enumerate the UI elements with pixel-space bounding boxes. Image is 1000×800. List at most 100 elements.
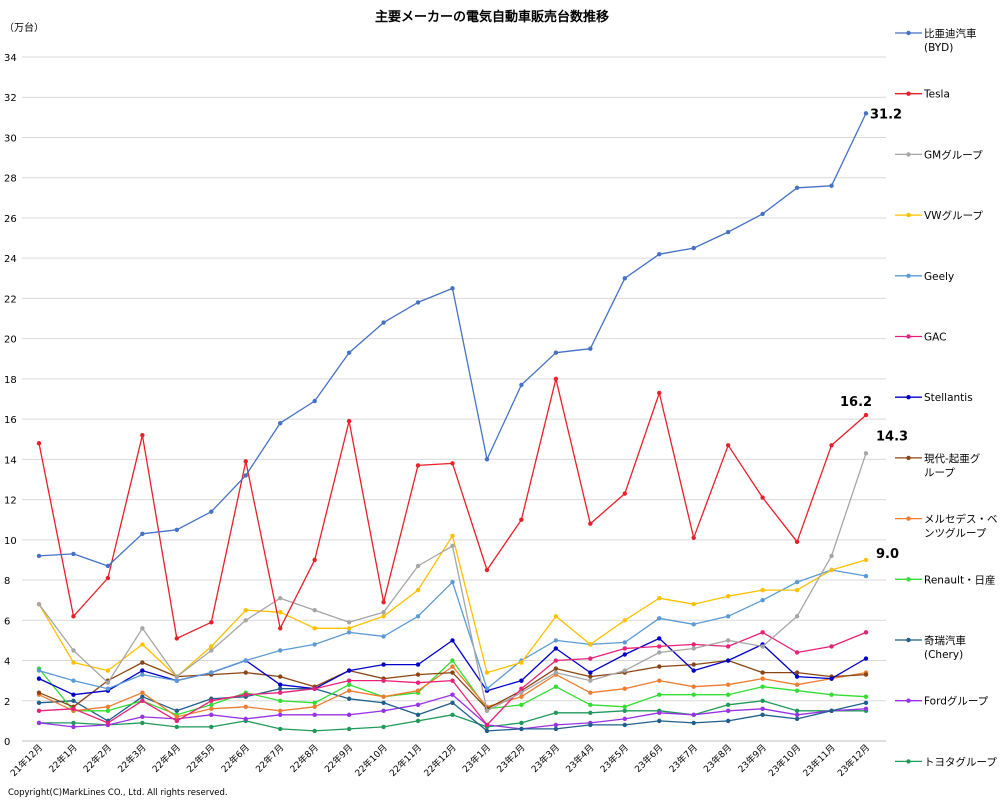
data-point — [450, 579, 455, 585]
chart-title: 主要メーカーの電気自動車販売台数推移 — [375, 9, 609, 25]
data-point — [105, 563, 111, 569]
data-point — [140, 531, 145, 536]
data-point — [657, 595, 662, 601]
data-point — [278, 726, 283, 732]
legend-swatch-marker — [906, 516, 911, 521]
data-point — [553, 658, 559, 663]
data-point — [794, 682, 800, 687]
data-point — [278, 708, 283, 714]
data-point — [312, 712, 317, 718]
data-point — [278, 686, 283, 691]
data-point — [105, 575, 111, 581]
data-point — [553, 726, 559, 732]
data-point — [36, 602, 42, 607]
data-point — [381, 599, 386, 605]
data-point — [209, 706, 214, 712]
data-point — [36, 708, 42, 714]
data-point — [657, 616, 662, 621]
data-point — [760, 712, 765, 718]
legend-swatch-marker — [906, 395, 911, 400]
data-point — [829, 567, 834, 573]
data-point — [588, 722, 593, 728]
x-tick-label: 22年1月 — [46, 742, 79, 775]
data-point — [794, 579, 800, 585]
data-point — [519, 694, 524, 699]
data-point — [415, 587, 421, 593]
data-point — [450, 286, 455, 291]
gridlines — [22, 56, 886, 742]
data-point — [312, 686, 317, 691]
x-tick-label: 22年9月 — [322, 742, 355, 775]
data-point — [863, 694, 869, 699]
legend-label: (Chery) — [924, 649, 963, 661]
data-point — [450, 658, 455, 663]
data-point — [278, 626, 283, 631]
data-point — [312, 557, 317, 563]
data-point — [622, 618, 627, 623]
data-point — [863, 557, 869, 563]
data-point — [519, 726, 524, 732]
data-point — [381, 634, 386, 639]
data-point — [863, 412, 869, 418]
data-point — [725, 658, 731, 663]
data-point — [519, 702, 524, 707]
data-point — [243, 618, 248, 623]
data-point — [622, 668, 627, 673]
legend: 比亜迪汽車 (BYD) Tesla GMグループ VWグループ Geely GAC Stell… — [895, 27, 998, 768]
data-label: 14.3 — [876, 429, 908, 444]
legend-label: GAC — [924, 332, 946, 344]
data-point — [346, 688, 352, 693]
data-point — [346, 682, 352, 687]
x-tick-label: 23年9月 — [735, 742, 768, 775]
data-point — [278, 712, 283, 718]
data-label: 16.2 — [840, 395, 872, 410]
data-point — [657, 718, 662, 724]
data-point — [71, 692, 76, 697]
data-point — [312, 704, 317, 709]
data-point — [346, 620, 352, 625]
data-point — [243, 670, 248, 675]
legend-swatch-marker — [906, 273, 911, 278]
data-point — [760, 684, 765, 689]
data-point — [622, 276, 627, 281]
data-point — [278, 674, 283, 679]
data-point — [691, 684, 696, 689]
data-point — [760, 670, 765, 675]
copyright-text: Copyright(C)MarkLines CO., Ltd. All righ… — [8, 788, 228, 798]
data-point — [553, 684, 559, 689]
data-point — [346, 668, 352, 673]
data-point — [794, 539, 800, 545]
data-point — [691, 668, 696, 673]
data-point — [725, 638, 731, 643]
legend-swatch-marker — [906, 30, 911, 36]
data-point — [346, 712, 352, 718]
data-point — [140, 433, 145, 438]
data-point — [484, 728, 490, 734]
data-point — [622, 646, 627, 651]
data-point — [622, 704, 627, 709]
y-tick-label: 16 — [4, 415, 17, 426]
data-point — [829, 644, 834, 649]
x-tick-label: 23年4月 — [563, 742, 596, 775]
data-point — [725, 682, 731, 687]
y-tick-label: 26 — [4, 214, 17, 225]
data-point — [863, 672, 869, 677]
data-point — [450, 700, 455, 705]
data-point — [36, 441, 42, 446]
data-point — [760, 644, 765, 649]
data-point — [519, 517, 524, 522]
legend-label: GMグループ — [924, 148, 983, 161]
data-point — [553, 670, 559, 675]
x-tick-label: 23年3月 — [529, 742, 562, 775]
data-point — [829, 676, 834, 681]
data-point — [71, 551, 76, 557]
data-point — [312, 642, 317, 647]
data-point — [794, 614, 800, 619]
y-tick-label: 6 — [4, 616, 10, 627]
legend-label: Fordグループ — [924, 695, 989, 708]
data-point — [105, 708, 111, 714]
legend-swatch-marker — [906, 334, 911, 339]
data-point — [691, 692, 696, 697]
y-axis-unit-label: （万台） — [4, 21, 44, 34]
data-point — [450, 638, 455, 643]
